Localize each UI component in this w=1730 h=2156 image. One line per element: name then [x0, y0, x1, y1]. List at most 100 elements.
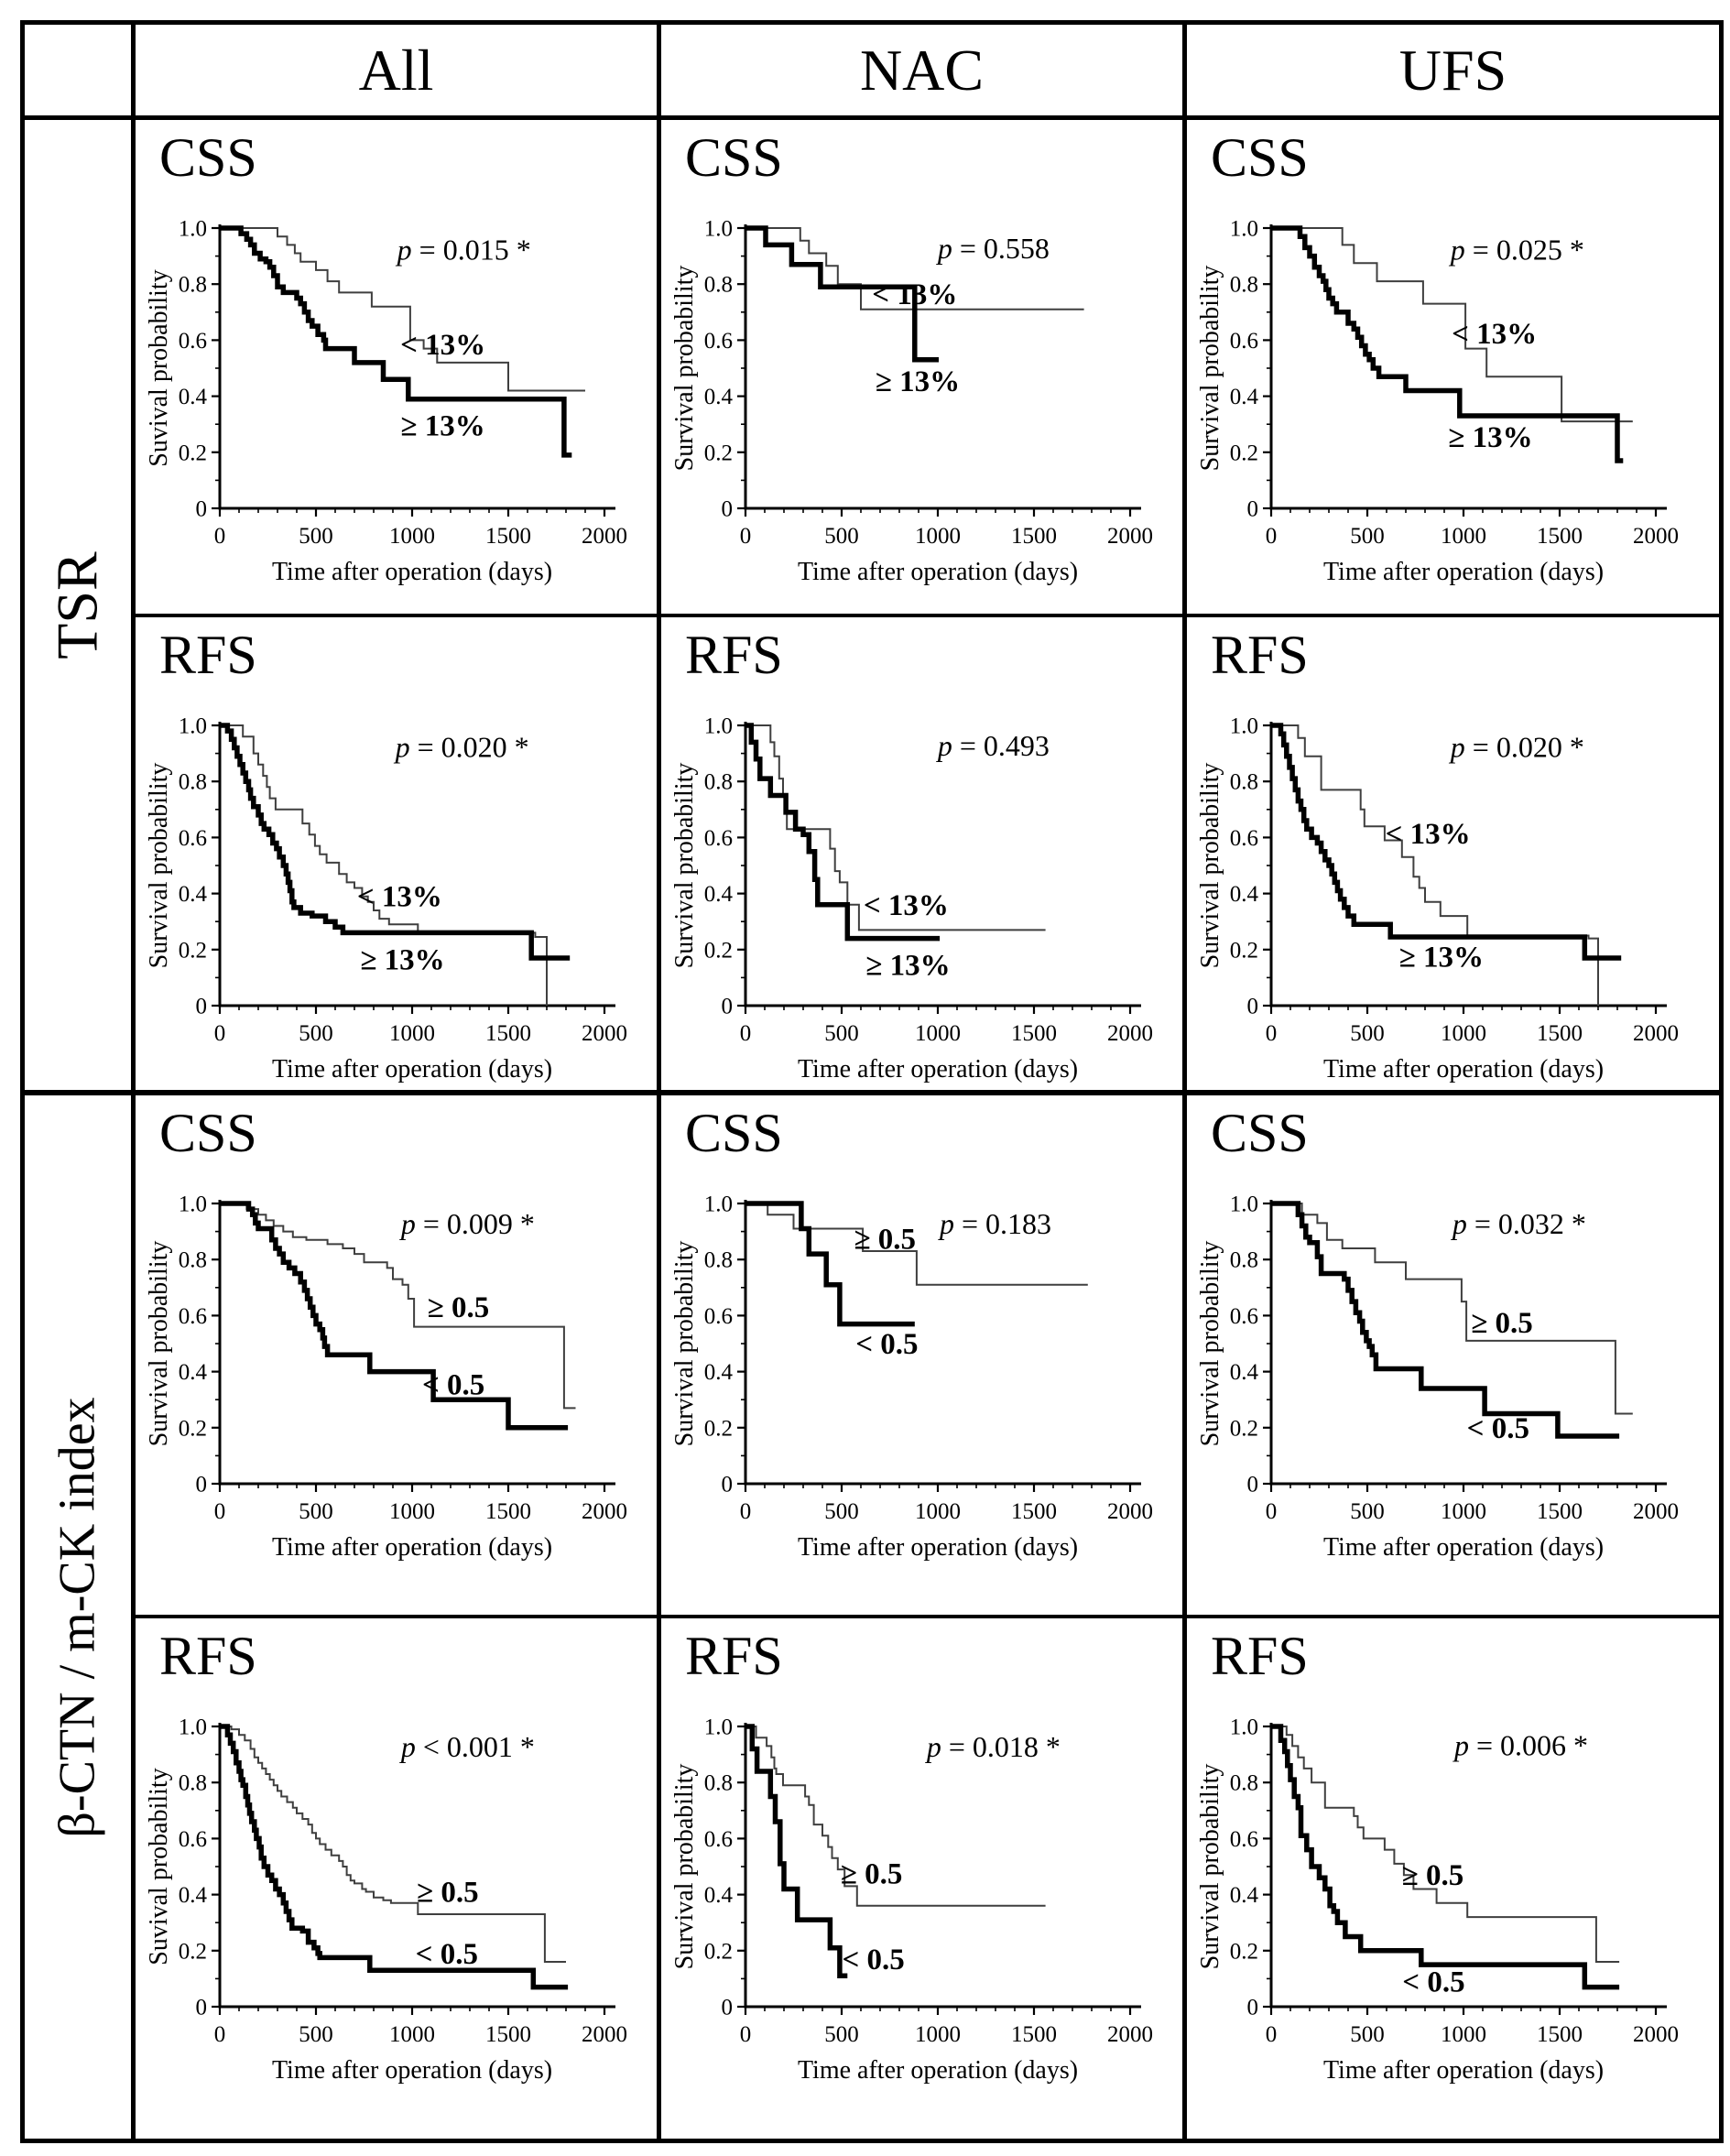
svg-text:0.2: 0.2 — [704, 938, 733, 963]
svg-text:0.6: 0.6 — [704, 329, 733, 354]
svg-text:0.6: 0.6 — [1230, 329, 1258, 354]
svg-text:1000: 1000 — [389, 1499, 435, 1524]
km-curve-thick — [1271, 1724, 1620, 1990]
km-curve-thick — [220, 1724, 569, 1990]
panel-subtitle-rfs: RFS — [685, 1626, 783, 1686]
y-axis-title: Survival probability — [145, 1241, 173, 1447]
svg-text:2000: 2000 — [582, 1021, 627, 1046]
y-axis-title: Survival probability — [670, 763, 699, 969]
p-value-label: p = 0.020 * — [1449, 730, 1584, 763]
km-plot: 1.0 0.8 0.6 0.4 0.2 00 500 1000 1500 2000 Survival… — [670, 1715, 1153, 2085]
svg-text:0: 0 — [740, 1499, 752, 1524]
svg-text:1500: 1500 — [1011, 524, 1057, 549]
km-curve-thick — [220, 1201, 569, 1431]
km-plot: 1.0 0.8 0.6 0.4 0.2 00 500 1000 1500 2000 Survival… — [1196, 714, 1679, 1084]
svg-text:2000: 2000 — [1107, 2022, 1153, 2047]
panel-subtitle-rfs: RFS — [159, 625, 257, 685]
km-curve-thick — [220, 225, 572, 458]
svg-text:0.4: 0.4 — [1230, 882, 1259, 907]
svg-text:0.8: 0.8 — [704, 770, 733, 795]
group-label: < 13% — [357, 881, 442, 914]
svg-text:500: 500 — [824, 2022, 859, 2047]
km-curve-thick — [745, 723, 941, 942]
p-value-label: p = 0.015 * — [396, 233, 531, 266]
svg-text:1.0: 1.0 — [1230, 1192, 1258, 1217]
p-value-label: p = 0.009 * — [399, 1207, 535, 1240]
svg-text:2000: 2000 — [582, 1499, 627, 1524]
km-curve-thick — [745, 1724, 848, 1979]
svg-text:1500: 1500 — [1011, 2022, 1057, 2047]
svg-text:0.2: 0.2 — [179, 1416, 207, 1441]
km-curve-thin — [745, 724, 1046, 931]
svg-text:0: 0 — [1247, 1996, 1259, 2020]
svg-text:0.4: 0.4 — [704, 1360, 734, 1385]
p-value-label: p < 0.001 * — [399, 1730, 535, 1763]
svg-text:1000: 1000 — [1441, 524, 1486, 549]
svg-text:0: 0 — [722, 1996, 734, 2020]
panel-subtitle-rfs: RFS — [159, 1626, 257, 1686]
svg-text:0.6: 0.6 — [704, 1827, 733, 1852]
group-label: < 13% — [1452, 318, 1537, 351]
svg-text:0: 0 — [722, 1473, 734, 1497]
svg-text:1500: 1500 — [1537, 1499, 1583, 1524]
svg-text:0.2: 0.2 — [179, 938, 207, 963]
km-curve-thick — [745, 1201, 915, 1327]
svg-text:2000: 2000 — [582, 524, 627, 549]
group-label: ≥ 13% — [400, 410, 484, 443]
row-group-label-bctn-mck-index-text: β-CTN / m-CK index — [49, 1396, 106, 1838]
p-value-label: p = 0.493 — [936, 729, 1050, 762]
svg-text:2000: 2000 — [1107, 1499, 1153, 1524]
column-header-all-label: All — [358, 37, 434, 103]
km-curve-thin — [220, 1726, 566, 1963]
svg-text:1.0: 1.0 — [1230, 714, 1258, 739]
group-label: ≥ 13% — [876, 365, 960, 398]
y-axis-title: Survival probability — [670, 1764, 699, 1970]
group-label: ≥ 0.5 — [841, 1858, 903, 1891]
svg-text:1000: 1000 — [915, 1499, 961, 1524]
y-axis-title: Suvival probability — [145, 269, 173, 466]
group-label: < 0.5 — [855, 1328, 918, 1361]
row-group-label-tsr: TSR — [25, 120, 136, 1095]
group-label: < 13% — [864, 889, 949, 922]
svg-text:0.4: 0.4 — [179, 1883, 208, 1908]
svg-text:500: 500 — [1350, 1499, 1385, 1524]
panel-bctn-ufs-css: CSS 1.0 0.8 0.6 0.4 0.2 0 0 500 1000 1500 2000 Survi… — [1187, 1095, 1719, 1618]
row-group-label-bctn-mck-index: β-CTN / m-CK index — [25, 1095, 136, 2139]
x-axis-title: Time after operation (days) — [272, 1533, 552, 1562]
p-value-label: p = 0.020 * — [394, 730, 529, 763]
km-curve-thick — [1271, 1201, 1620, 1439]
svg-text:0.4: 0.4 — [704, 1883, 734, 1908]
panel-subtitle-css: CSS — [159, 1103, 257, 1163]
svg-text:0.4: 0.4 — [704, 882, 734, 907]
svg-text:0.4: 0.4 — [1230, 1360, 1259, 1385]
svg-text:0: 0 — [214, 1021, 226, 1046]
svg-text:500: 500 — [824, 524, 859, 549]
km-curve-thick — [1271, 723, 1622, 961]
svg-text:1000: 1000 — [915, 1021, 961, 1046]
group-label: ≥ 13% — [1399, 941, 1484, 974]
svg-text:0.2: 0.2 — [704, 1939, 733, 1964]
svg-text:1000: 1000 — [389, 1021, 435, 1046]
svg-text:1000: 1000 — [389, 524, 435, 549]
svg-text:500: 500 — [299, 2022, 333, 2047]
svg-text:0: 0 — [196, 995, 208, 1019]
svg-text:0: 0 — [1266, 1021, 1278, 1046]
km-plot: 1.0 0.8 0.6 0.4 0.2 00 500 1000 1500 2000 Survival… — [670, 217, 1153, 587]
km-plot: 1.0 0.8 0.6 0.4 0.2 00 500 1000 1500 2000 Survival… — [670, 1192, 1153, 1563]
row-group-label-tsr-text: TSR — [45, 550, 110, 659]
x-axis-title: Time after operation (days) — [798, 2056, 1078, 2085]
svg-text:2000: 2000 — [582, 2022, 627, 2047]
group-label: < 0.5 — [422, 1368, 484, 1401]
x-axis-title: Time after operation (days) — [1323, 558, 1604, 586]
km-curve-thick — [1271, 225, 1624, 463]
svg-text:0.2: 0.2 — [179, 441, 207, 465]
x-axis-title: Time after operation (days) — [798, 558, 1078, 586]
svg-text:0.4: 0.4 — [1230, 385, 1259, 409]
group-label: ≥ 13% — [360, 944, 444, 977]
km-plot: 1.0 0.8 0.6 0.4 0.2 00 500 1000 1500 2000 Survival… — [670, 714, 1153, 1084]
svg-text:0.2: 0.2 — [704, 441, 733, 465]
svg-text:0.8: 0.8 — [704, 1248, 733, 1273]
group-label: < 0.5 — [1402, 1965, 1464, 1998]
y-axis-title: Survival probability — [145, 763, 173, 969]
svg-text:0.6: 0.6 — [179, 1304, 207, 1329]
